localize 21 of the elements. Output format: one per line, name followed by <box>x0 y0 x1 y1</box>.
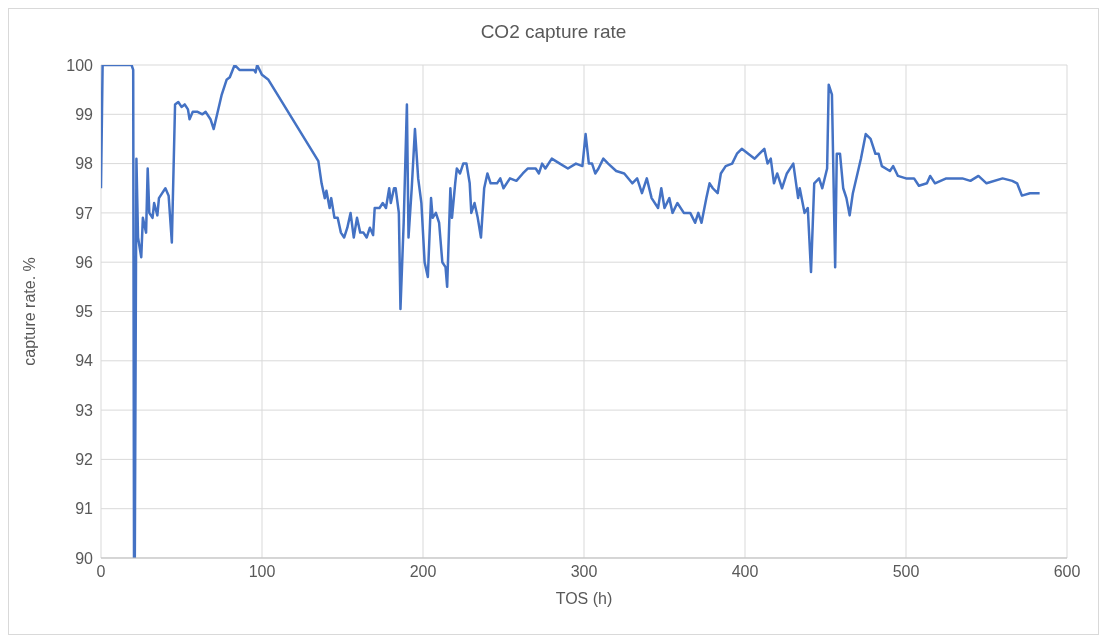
x-axis-title: TOS (h) <box>555 590 613 607</box>
y-tick-label: 100 <box>66 56 94 74</box>
x-tick-label: 500 <box>892 563 920 581</box>
x-tick-label: 300 <box>570 563 598 581</box>
y-tick-label: 93 <box>75 401 94 419</box>
x-tick-label: 400 <box>731 563 759 581</box>
y-tick-label: 90 <box>75 549 94 567</box>
x-tick-label: 600 <box>1053 563 1081 581</box>
y-tick-label: 94 <box>75 352 94 370</box>
y-tick-label: 92 <box>75 451 94 469</box>
chart-title: CO2 capture rate <box>479 21 628 43</box>
x-tick-label: 100 <box>248 563 276 581</box>
y-tick-label: 91 <box>75 500 94 518</box>
y-tick-label: 95 <box>75 303 94 321</box>
x-tick-label: 0 <box>96 563 106 581</box>
y-tick-label: 96 <box>75 253 94 271</box>
y-tick-label: 98 <box>75 155 94 173</box>
x-tick-label: 200 <box>409 563 437 581</box>
y-axis-title: capture rate. % <box>20 257 38 366</box>
y-tick-label: 97 <box>75 204 94 222</box>
y-tick-label: 99 <box>75 105 94 123</box>
